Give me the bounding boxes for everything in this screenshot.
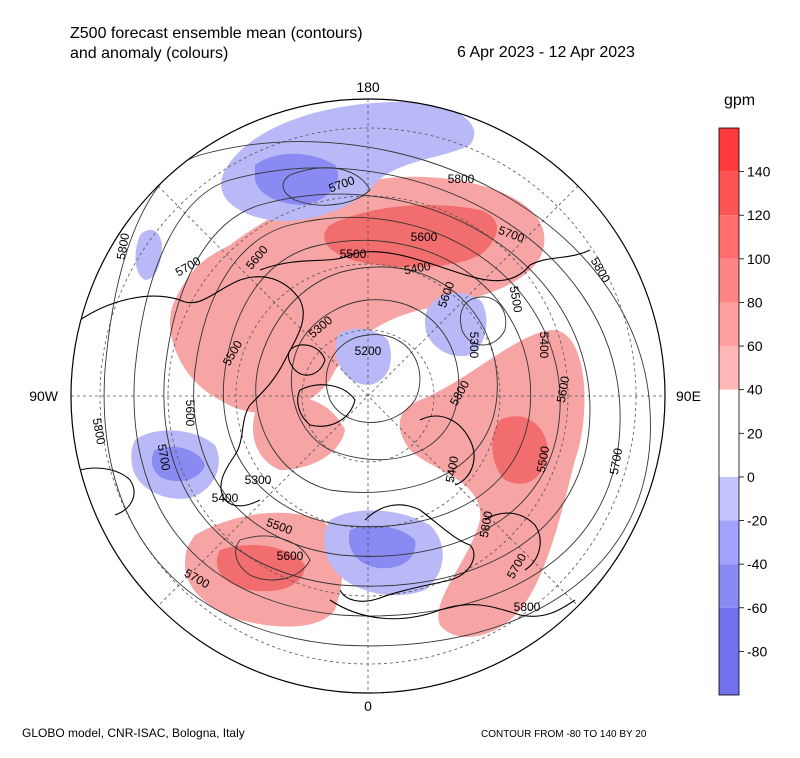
- colorbar-tick-label: 0: [747, 469, 755, 485]
- colorbar-band: [719, 215, 739, 259]
- colorbar-band: [719, 302, 739, 347]
- colorbar-band: [719, 389, 739, 434]
- contour-label: 5800: [477, 510, 495, 539]
- contour-label: 5300: [467, 332, 481, 359]
- colorbar-band: [719, 607, 739, 695]
- coastlines: [79, 249, 591, 620]
- colorbar-band: [719, 171, 739, 216]
- colorbar-tick-label: -60: [747, 600, 767, 616]
- lon-label-right: 90E: [676, 388, 701, 404]
- map-boundary: [70, 98, 666, 694]
- lon-label-left: 90W: [29, 388, 59, 404]
- colorbar-tick-label: 60: [747, 338, 763, 354]
- colorbar-bands: [719, 128, 739, 695]
- colorbar-tick-label: 80: [747, 294, 763, 310]
- contour-label: 5500: [534, 445, 552, 474]
- contour-label: 5500: [507, 285, 525, 314]
- colorbar-tick-label: -40: [747, 556, 767, 572]
- contour-label: 5400: [212, 491, 239, 505]
- colorbar-tick-label: -20: [747, 513, 767, 529]
- footer-contour-info: CONTOUR FROM -80 TO 140 BY 20: [481, 729, 647, 740]
- contour-label: 5300: [245, 473, 272, 487]
- date-range: 6 Apr 2023 - 12 Apr 2023: [457, 44, 635, 61]
- colorbar-tick-label: 20: [747, 425, 763, 441]
- contour-label: 5800: [114, 232, 132, 261]
- colorbar-band: [719, 258, 739, 303]
- colorbar-band: [719, 128, 739, 172]
- lon-label-top: 180: [356, 79, 380, 95]
- negative-anomaly-core: [151, 153, 416, 569]
- lon-label-bottom: 0: [364, 698, 372, 714]
- negative-anomaly-light: [131, 101, 487, 596]
- contour-label: 5600: [277, 549, 304, 563]
- contour-label: 5400: [537, 332, 551, 359]
- contour-label: 5600: [554, 375, 572, 404]
- map-title: Z500 forecast ensemble mean (contours) a…: [70, 24, 363, 64]
- anomaly-field: [71, 99, 665, 693]
- contour-label: 5700: [607, 447, 625, 476]
- colorbar-tick-label: 40: [747, 382, 763, 398]
- contour-label: 5200: [355, 344, 382, 358]
- contour-label: 5600: [183, 400, 197, 427]
- contour-label: 5800: [448, 172, 475, 186]
- height-contours: [103, 141, 651, 647]
- colorbar-tick-label: -80: [747, 643, 767, 659]
- colorbar-band: [719, 564, 739, 608]
- contour-label: 5400: [443, 455, 461, 484]
- contour-label: 5600: [411, 230, 438, 244]
- colorbar-band: [719, 346, 739, 390]
- colorbar-band: [719, 433, 739, 477]
- colorbar-band: [719, 520, 739, 565]
- footer-credit: GLOBO model, CNR-ISAC, Bologna, Italy: [22, 726, 245, 740]
- contour-label: 5800: [514, 600, 541, 614]
- colorbar-ticks: 140 120 100 80 60 40 20 0 -20 -40 -60 -80: [739, 164, 771, 659]
- colorbar-tick-label: 140: [747, 164, 771, 180]
- contour-label: 5400: [403, 259, 432, 277]
- title-line-2: and anomaly (colours): [70, 45, 229, 62]
- colorbar-frame: [718, 127, 740, 696]
- colorbar-tick-label: 120: [747, 207, 771, 223]
- contour-label: 5500: [340, 247, 367, 261]
- contour-label: 5700: [155, 443, 173, 472]
- title-line-1: Z500 forecast ensemble mean (contours): [70, 25, 363, 42]
- colorbar-band: [719, 476, 739, 521]
- colorbar-unit: gpm: [724, 92, 756, 109]
- contour-label: 5800: [90, 417, 108, 446]
- colorbar-tick-label: 100: [747, 251, 771, 267]
